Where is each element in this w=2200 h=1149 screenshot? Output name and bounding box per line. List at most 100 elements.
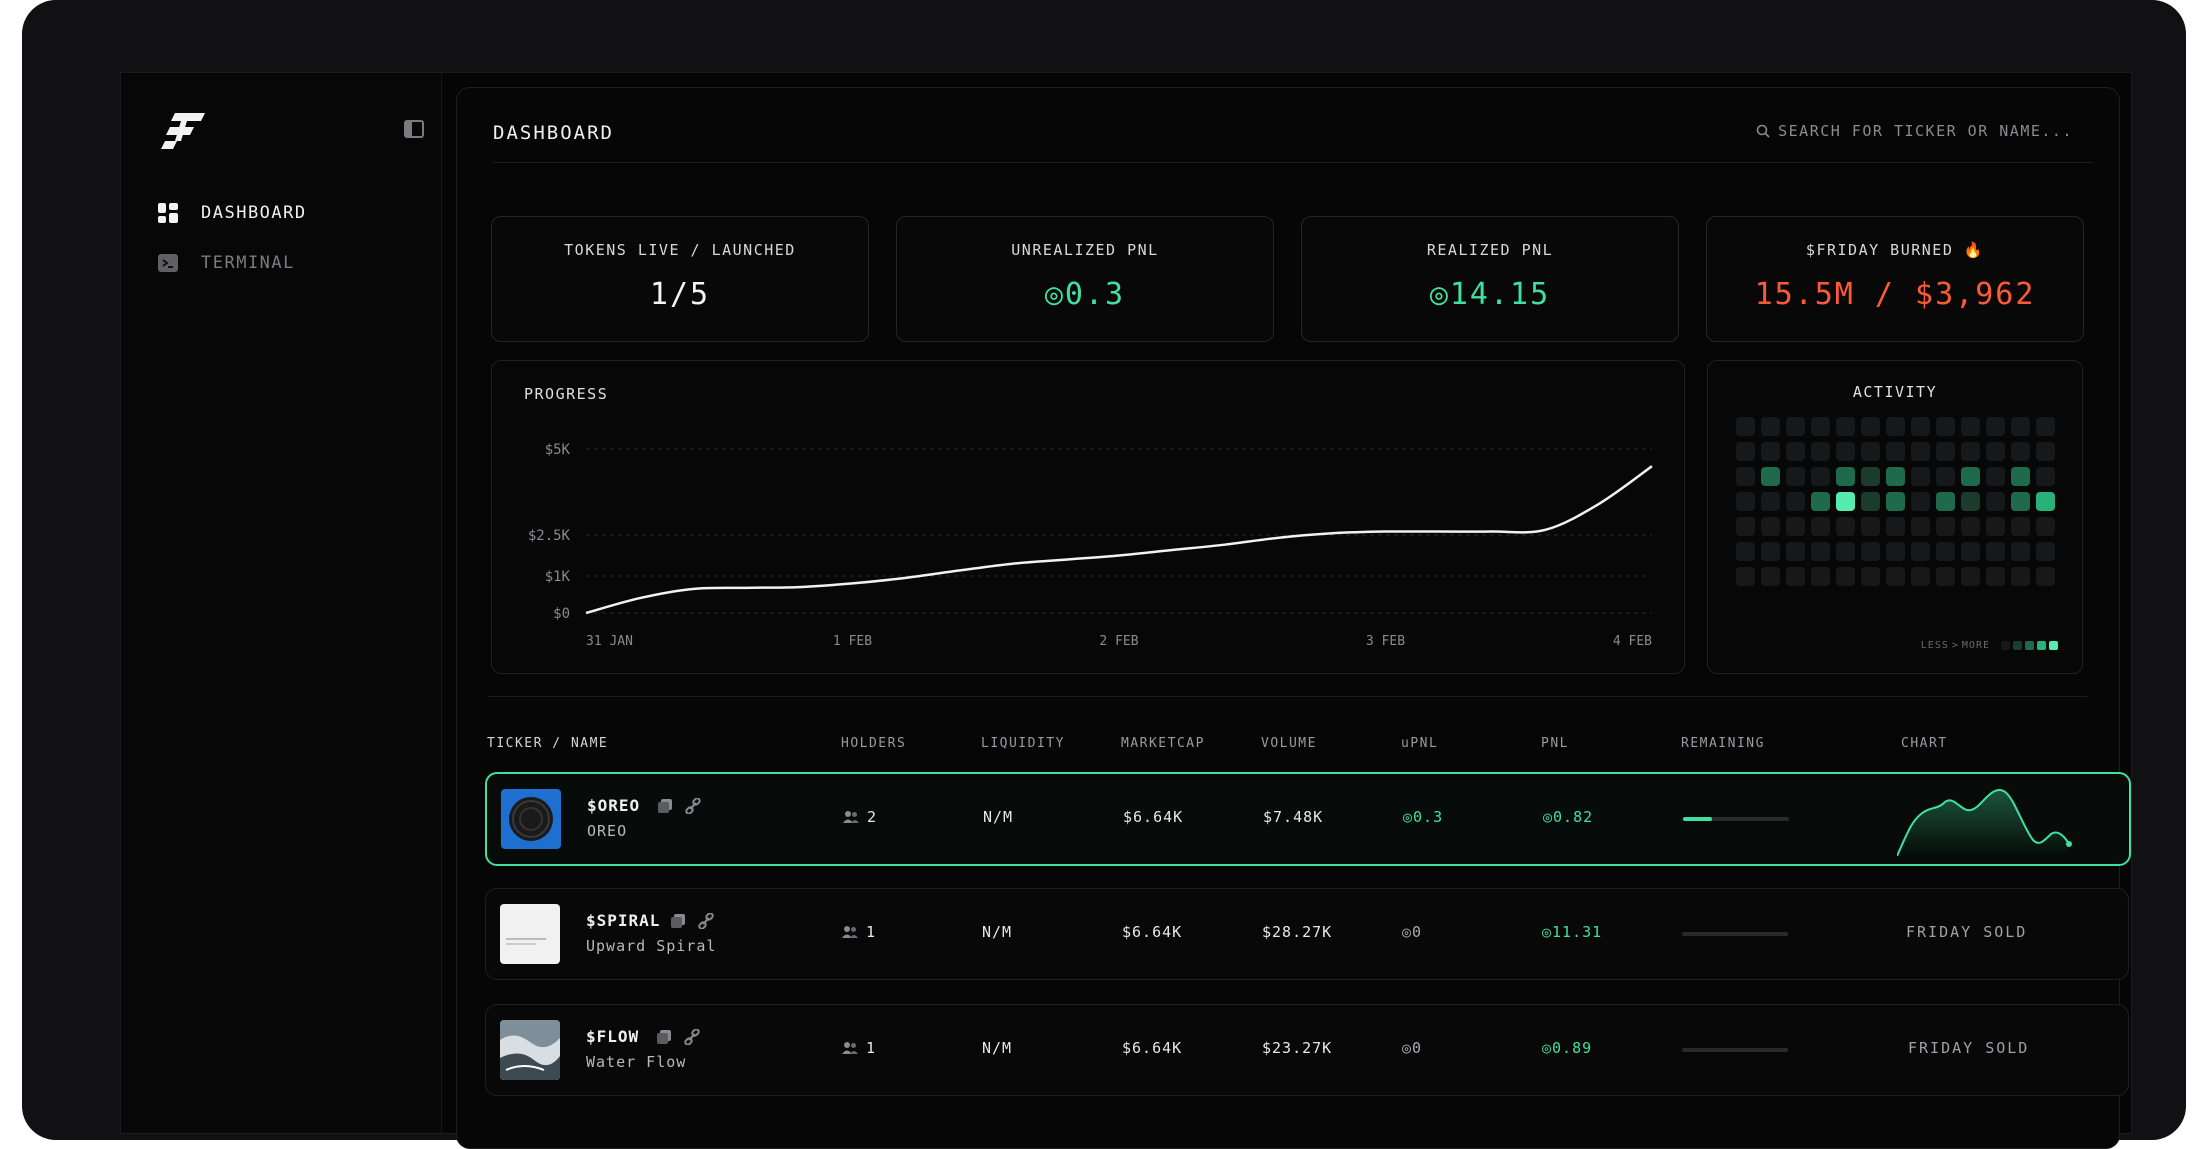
activity-cell[interactable]	[1986, 542, 2005, 561]
col-pnl[interactable]: PNL	[1541, 736, 1569, 751]
link-icon[interactable]	[684, 1029, 700, 1045]
activity-cell[interactable]	[1861, 442, 1880, 461]
activity-cell[interactable]	[1736, 567, 1755, 586]
activity-cell[interactable]	[2036, 442, 2055, 461]
col-holders[interactable]: HOLDERS	[841, 736, 907, 751]
activity-cell[interactable]	[1986, 517, 2005, 536]
activity-cell[interactable]	[1836, 442, 1855, 461]
activity-cell[interactable]	[1836, 492, 1855, 511]
activity-cell[interactable]	[1961, 417, 1980, 436]
activity-cell[interactable]	[1761, 467, 1780, 486]
activity-cell[interactable]	[1936, 567, 1955, 586]
activity-cell[interactable]	[1886, 542, 1905, 561]
activity-cell[interactable]	[1861, 417, 1880, 436]
activity-cell[interactable]	[1961, 492, 1980, 511]
activity-cell[interactable]	[2011, 442, 2030, 461]
col-remaining[interactable]: REMAINING	[1681, 736, 1765, 751]
activity-cell[interactable]	[1736, 467, 1755, 486]
col-upnl[interactable]: uPNL	[1401, 736, 1439, 751]
activity-cell[interactable]	[1986, 492, 2005, 511]
activity-cell[interactable]	[1886, 567, 1905, 586]
activity-cell[interactable]	[2036, 542, 2055, 561]
activity-cell[interactable]	[2036, 492, 2055, 511]
activity-cell[interactable]	[1936, 442, 1955, 461]
activity-cell[interactable]	[1761, 492, 1780, 511]
activity-cell[interactable]	[1911, 517, 1930, 536]
sidebar-item-dashboard[interactable]: DASHBOARD	[157, 195, 307, 231]
activity-cell[interactable]	[1961, 517, 1980, 536]
activity-cell[interactable]	[2036, 567, 2055, 586]
activity-cell[interactable]	[1911, 492, 1930, 511]
activity-cell[interactable]	[1986, 467, 2005, 486]
activity-cell[interactable]	[2036, 517, 2055, 536]
col-marketcap[interactable]: MARKETCAP	[1121, 736, 1205, 751]
activity-cell[interactable]	[2011, 517, 2030, 536]
link-icon[interactable]	[685, 798, 701, 814]
activity-cell[interactable]	[1786, 442, 1805, 461]
activity-cell[interactable]	[2036, 467, 2055, 486]
activity-cell[interactable]	[1736, 442, 1755, 461]
activity-cell[interactable]	[1811, 542, 1830, 561]
token-row-oreo[interactable]: $OREO OREO 2 N/M $6.64K $7.48K ◎0.3 ◎0.8…	[485, 772, 2131, 866]
activity-cell[interactable]	[1861, 492, 1880, 511]
activity-cell[interactable]	[1861, 542, 1880, 561]
sidebar-toggle-icon[interactable]	[404, 120, 424, 138]
activity-cell[interactable]	[1961, 542, 1980, 561]
col-volume[interactable]: VOLUME	[1261, 736, 1317, 751]
activity-cell[interactable]	[1761, 517, 1780, 536]
activity-cell[interactable]	[1886, 442, 1905, 461]
activity-cell[interactable]	[1811, 492, 1830, 511]
activity-cell[interactable]	[1761, 417, 1780, 436]
friday-logo-icon[interactable]	[161, 111, 207, 151]
copy-icon[interactable]	[670, 913, 686, 929]
activity-cell[interactable]	[1761, 567, 1780, 586]
activity-cell[interactable]	[1961, 442, 1980, 461]
copy-icon[interactable]	[657, 798, 673, 814]
activity-cell[interactable]	[2011, 467, 2030, 486]
activity-cell[interactable]	[1736, 542, 1755, 561]
activity-cell[interactable]	[1911, 467, 1930, 486]
activity-cell[interactable]	[1836, 517, 1855, 536]
activity-cell[interactable]	[1836, 467, 1855, 486]
activity-cell[interactable]	[1736, 492, 1755, 511]
activity-cell[interactable]	[1961, 467, 1980, 486]
activity-cell[interactable]	[2011, 542, 2030, 561]
activity-cell[interactable]	[1811, 517, 1830, 536]
col-ticker[interactable]: TICKER / NAME	[487, 736, 609, 751]
activity-cell[interactable]	[2011, 417, 2030, 436]
activity-cell[interactable]	[1861, 567, 1880, 586]
activity-cell[interactable]	[1961, 567, 1980, 586]
activity-cell[interactable]	[1811, 567, 1830, 586]
activity-cell[interactable]	[1861, 467, 1880, 486]
activity-cell[interactable]	[1886, 492, 1905, 511]
activity-cell[interactable]	[1936, 417, 1955, 436]
activity-cell[interactable]	[1811, 417, 1830, 436]
activity-cell[interactable]	[1936, 467, 1955, 486]
activity-cell[interactable]	[1836, 417, 1855, 436]
activity-cell[interactable]	[2011, 492, 2030, 511]
activity-cell[interactable]	[1911, 417, 1930, 436]
col-liquidity[interactable]: LIQUIDITY	[981, 736, 1065, 751]
activity-cell[interactable]	[1786, 492, 1805, 511]
activity-cell[interactable]	[1886, 417, 1905, 436]
activity-cell[interactable]	[1886, 467, 1905, 486]
activity-cell[interactable]	[1986, 567, 2005, 586]
activity-cell[interactable]	[1786, 467, 1805, 486]
activity-cell[interactable]	[1786, 417, 1805, 436]
activity-cell[interactable]	[1786, 517, 1805, 536]
activity-cell[interactable]	[1811, 442, 1830, 461]
activity-cell[interactable]	[2011, 567, 2030, 586]
activity-cell[interactable]	[1911, 567, 1930, 586]
activity-cell[interactable]	[1861, 517, 1880, 536]
activity-cell[interactable]	[1936, 517, 1955, 536]
activity-cell[interactable]	[1761, 442, 1780, 461]
activity-cell[interactable]	[1811, 467, 1830, 486]
copy-icon[interactable]	[656, 1029, 672, 1045]
activity-cell[interactable]	[1836, 542, 1855, 561]
search-input[interactable]: SEARCH FOR TICKER OR NAME...	[1756, 122, 2073, 140]
activity-cell[interactable]	[1911, 442, 1930, 461]
activity-cell[interactable]	[1986, 417, 2005, 436]
activity-cell[interactable]	[1936, 492, 1955, 511]
sidebar-item-terminal[interactable]: TERMINAL	[157, 245, 307, 281]
token-row-spiral[interactable]: $SPIRAL Upward Spiral 1 N/M $6.64K $28.2…	[485, 888, 2129, 980]
